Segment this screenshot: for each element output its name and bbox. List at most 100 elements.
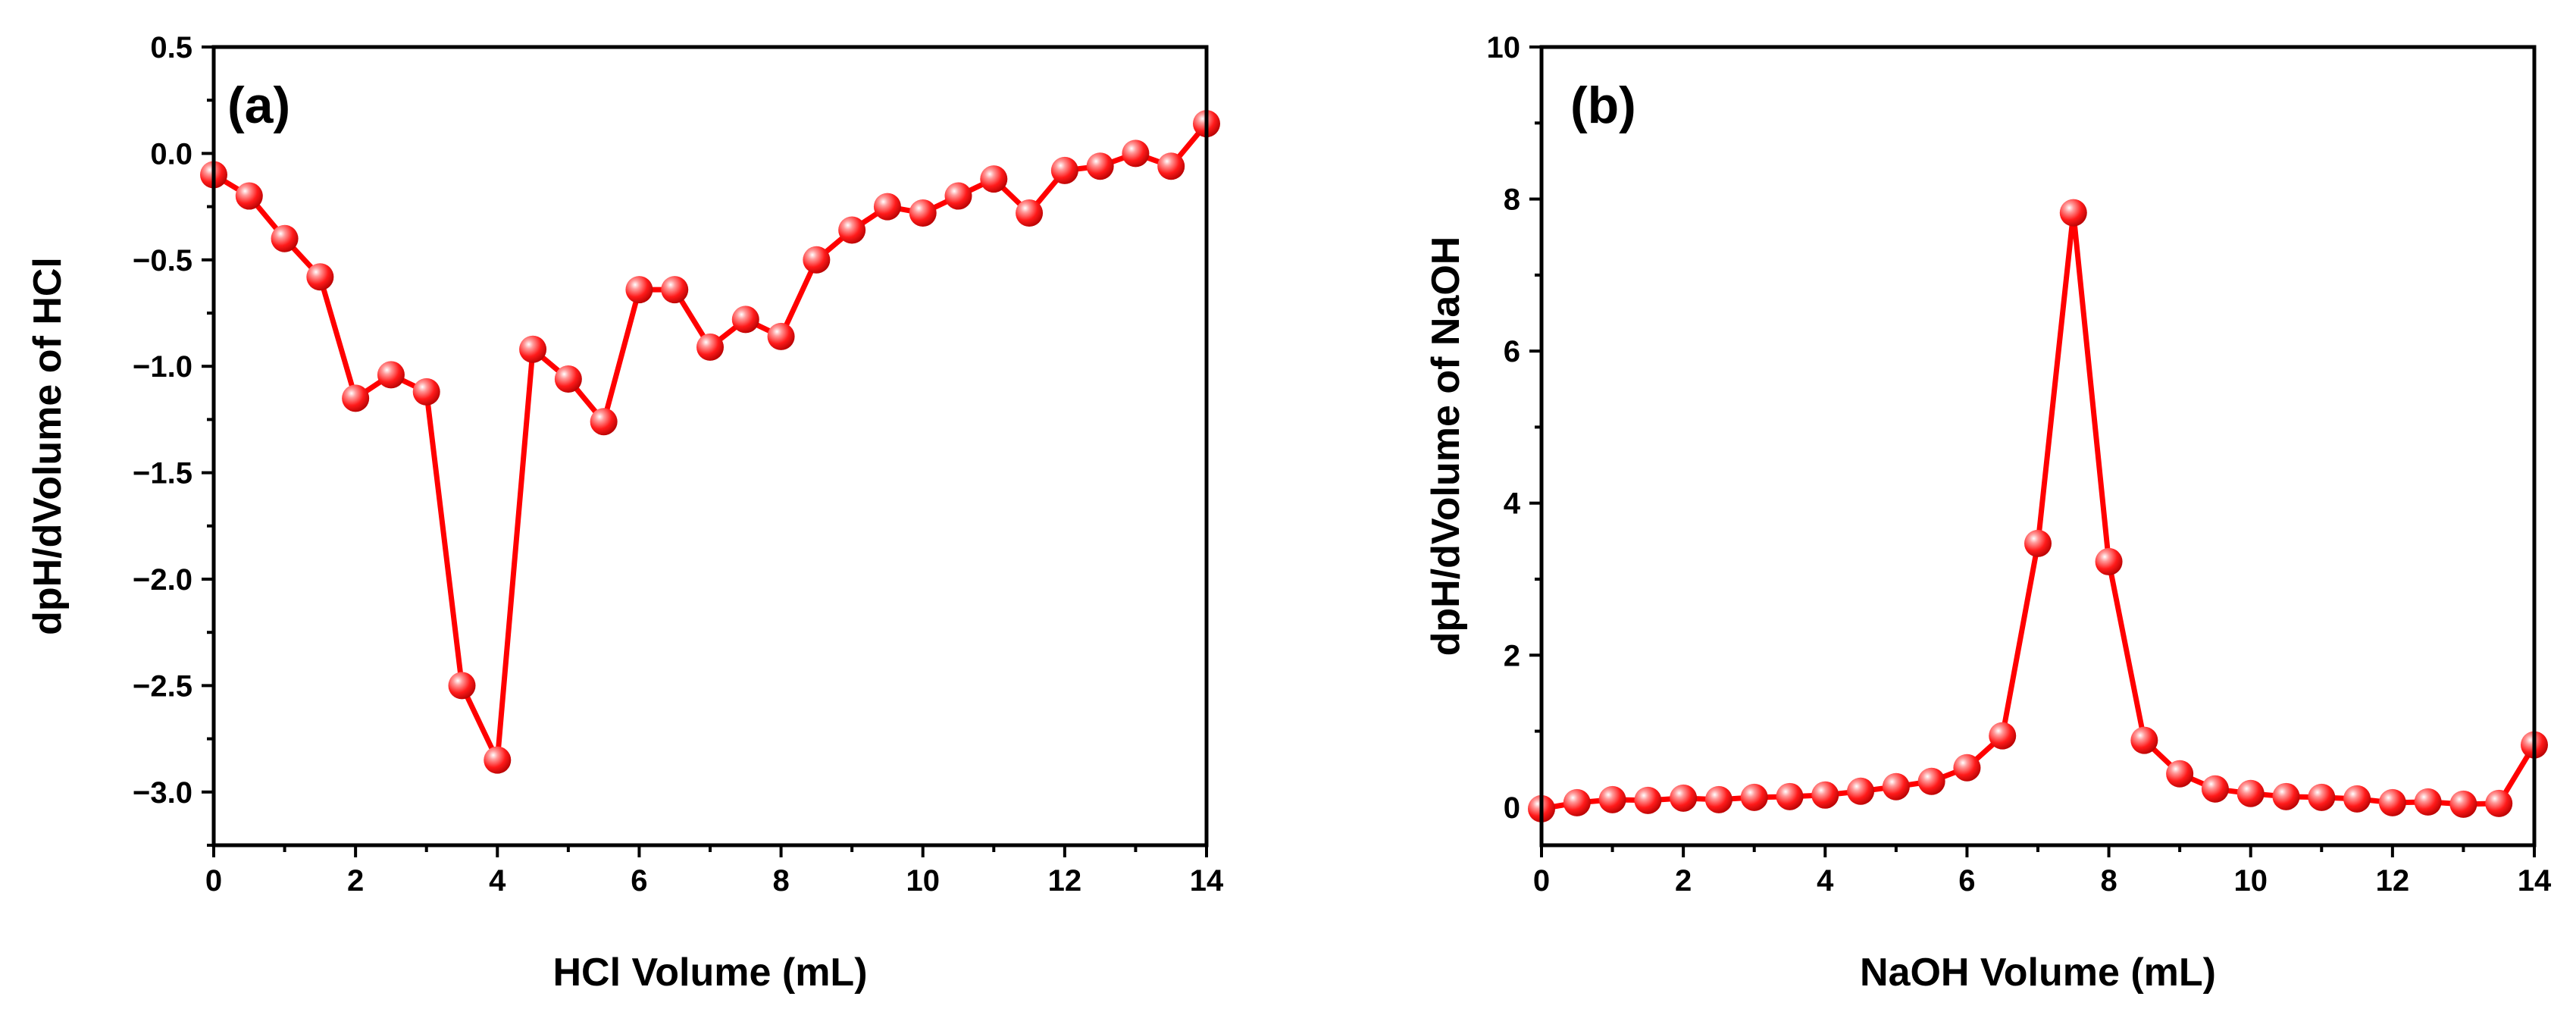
data-point <box>1598 785 1626 813</box>
x-tick-label: 14 <box>1190 864 1224 898</box>
data-point <box>2059 199 2087 227</box>
y-tick-label: 8 <box>1504 183 1520 217</box>
y-tick-label: −1.0 <box>133 350 192 384</box>
chart-panel-a: 0 2 4 6 8 10 12 14 −3.0 −2.5 −2.0 −1.5 −1.0 −0.5 0.0 0… <box>26 31 1224 995</box>
y-tick-label: 10 <box>1487 31 1521 64</box>
data-point <box>1953 754 1981 782</box>
data-point <box>661 276 689 304</box>
panel-label: (b) <box>1570 77 1636 134</box>
data-point <box>412 378 440 406</box>
data-point <box>2095 547 2123 575</box>
x-tick-label: 10 <box>906 864 940 898</box>
data-point <box>1670 784 1698 812</box>
x-tick-label: 6 <box>631 864 647 898</box>
data-point <box>1740 783 1768 811</box>
data-point <box>2024 529 2052 557</box>
data-point <box>2378 788 2406 816</box>
data-point <box>838 216 866 244</box>
x-tick-label: 2 <box>347 864 364 898</box>
x-axis: 0 2 4 6 8 10 12 14 <box>205 845 1224 898</box>
y-tick-label: 6 <box>1504 335 1520 368</box>
y-tick-label: −1.5 <box>133 457 192 490</box>
y-tick-label: 4 <box>1504 487 1521 521</box>
data-point <box>2166 760 2194 788</box>
data-point <box>590 408 618 436</box>
data-point <box>306 263 334 291</box>
data-point <box>2343 785 2371 813</box>
x-tick-label: 4 <box>1817 864 1834 898</box>
data-point <box>767 322 795 350</box>
data-point <box>1086 152 1114 180</box>
data-point <box>271 224 299 252</box>
chart-panel-b: 0 2 4 6 8 10 12 14 0 2 4 6 8 10 (b) NaOH Volume (mL)… <box>1424 31 2552 995</box>
y-axis-title: dpH/dVolume of NaOH <box>1424 237 1468 656</box>
series-line <box>212 121 1209 763</box>
data-point <box>1847 777 1875 805</box>
data-point <box>2201 775 2229 803</box>
data-point <box>377 361 405 389</box>
data-point <box>2130 726 2158 754</box>
data-point <box>1016 199 1044 227</box>
series-hcl <box>200 110 1220 774</box>
x-tick-label: 14 <box>2518 864 2552 898</box>
x-tick-label: 0 <box>1533 864 1550 898</box>
x-tick-label: 6 <box>1958 864 1975 898</box>
x-tick-label: 12 <box>2376 864 2410 898</box>
x-axis-title: HCl Volume (mL) <box>552 951 867 995</box>
data-point <box>625 276 653 304</box>
y-axis: −3.0 −2.5 −2.0 −1.5 −1.0 −0.5 0.0 0.5 <box>133 31 214 847</box>
data-point <box>1989 722 2017 750</box>
data-point <box>519 335 547 363</box>
data-point <box>909 199 937 227</box>
x-tick-label: 8 <box>772 864 789 898</box>
x-tick-label: 4 <box>489 864 506 898</box>
data-point <box>1157 152 1185 180</box>
x-tick-label: 0 <box>205 864 222 898</box>
data-point <box>2485 789 2513 817</box>
x-axis-title: NaOH Volume (mL) <box>1860 951 2216 995</box>
x-tick-label: 12 <box>1048 864 1082 898</box>
data-point <box>1634 786 1662 814</box>
data-point <box>980 165 1008 193</box>
data-point <box>1776 782 1804 810</box>
x-axis: 0 2 4 6 8 10 12 14 <box>1533 845 2552 898</box>
y-tick-label: −3.0 <box>133 776 192 810</box>
x-tick-label: 10 <box>2233 864 2268 898</box>
data-point <box>1563 788 1591 816</box>
y-axis: 0 2 4 6 8 10 <box>1487 31 1542 825</box>
y-tick-label: −2.5 <box>133 669 192 703</box>
x-tick-label: 8 <box>2100 864 2117 898</box>
data-point <box>803 246 831 274</box>
data-point <box>2272 782 2300 810</box>
data-point <box>1704 785 1732 813</box>
data-point <box>1811 781 1839 809</box>
y-tick-label: 2 <box>1504 639 1520 672</box>
plot-frame <box>1539 45 2537 848</box>
data-point <box>2414 788 2442 816</box>
data-point <box>1882 772 1910 801</box>
y-tick-label: −2.0 <box>133 563 192 597</box>
y-tick-label: 0.5 <box>150 31 192 64</box>
data-point <box>554 365 582 393</box>
data-point <box>944 182 972 210</box>
y-tick-label: 0.0 <box>150 137 192 171</box>
y-tick-label: 0 <box>1504 791 1520 825</box>
data-point <box>448 672 476 700</box>
series-line <box>1541 210 2537 812</box>
data-point <box>342 384 370 412</box>
data-point <box>731 305 759 334</box>
y-tick-label: −0.5 <box>133 244 192 277</box>
plot-frame <box>211 45 1209 848</box>
panel-label: (a) <box>227 77 290 134</box>
data-point <box>2236 779 2265 807</box>
data-point <box>2449 790 2477 818</box>
data-point <box>873 193 901 221</box>
data-point <box>484 746 512 774</box>
series-naoh <box>1528 199 2548 822</box>
data-point <box>235 182 263 210</box>
data-point <box>1917 767 1945 795</box>
data-point <box>696 333 724 361</box>
y-axis-title: dpH/dVolume of HCl <box>26 257 70 635</box>
x-tick-label: 2 <box>1675 864 1692 898</box>
